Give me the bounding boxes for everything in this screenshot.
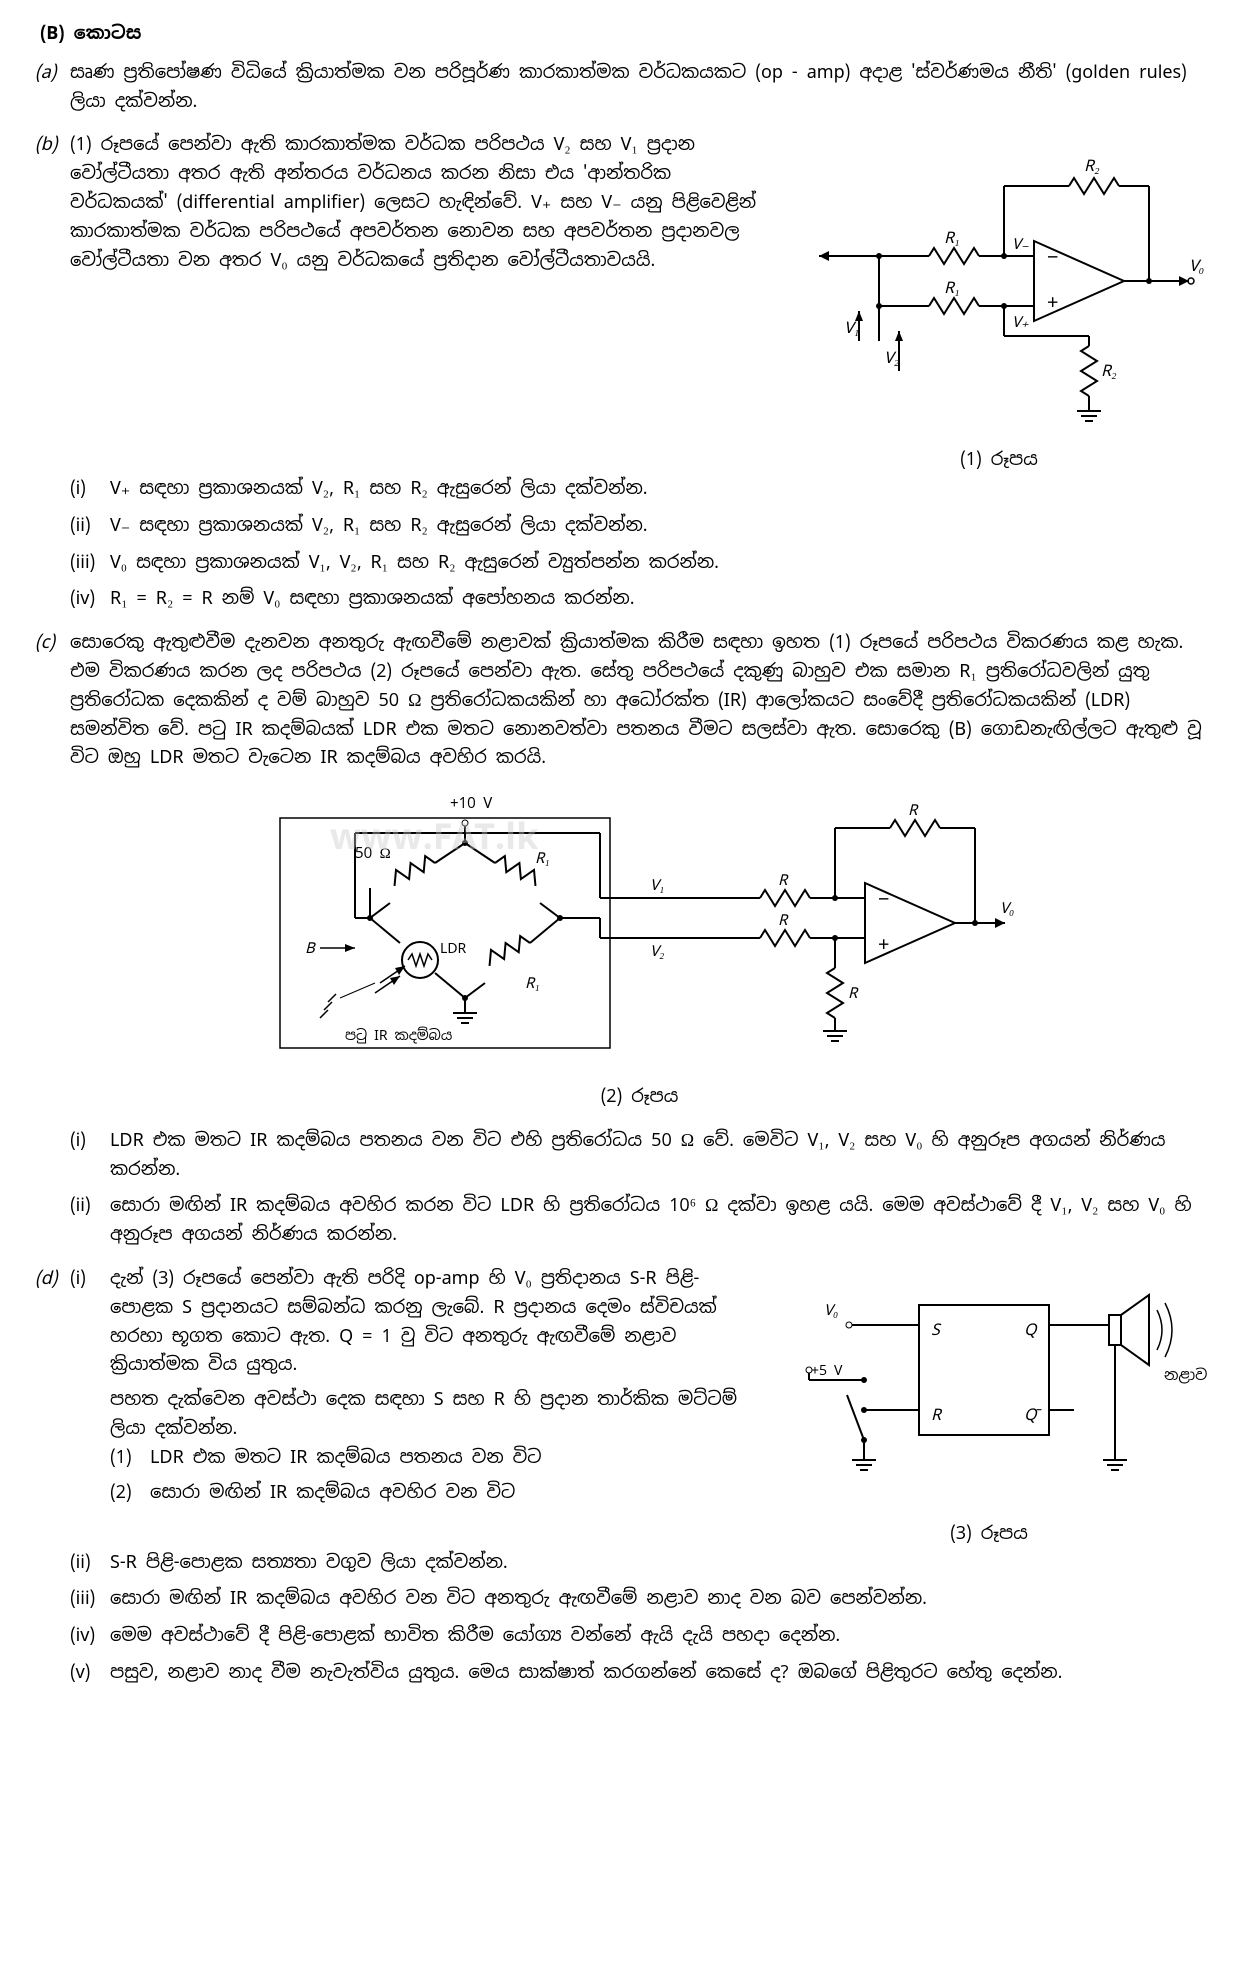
fig1-R2-bot: R₂ [1101,360,1117,381]
c-i-text: LDR එක මතට IR කදම්බය පතනය වන විට එහි ප්‍… [110,1129,1165,1181]
d-i-label: (i) [70,1265,86,1294]
d-i-text2: පහත දැක්වෙන අවස්ථා දෙක සඳහා S සහ R හි ප්… [110,1386,749,1444]
d-i-1: (1) LDR එක මතට IR කදම්බය පතනය වන විට [150,1444,749,1473]
fig1-V2: V₂ [884,347,900,368]
fig2-Rd: R [848,984,859,1003]
figure-2-wrap: www.FAT.lk +10 V 50 Ω R₁ [70,788,1209,1112]
b-i-label: (i) [70,475,86,504]
b-ii-text: V₋ සඳහා ප්‍රකාශනයක් V₂, R₁ සහ R₂ ඇසුරෙන්… [110,514,648,537]
d-iv-label: (iv) [70,1622,95,1651]
c-i: (i) LDR එක මතට IR කදම්බය පතනය වන විට එහි… [110,1127,1209,1185]
fig1-V0: V₀ [1189,255,1204,276]
b-i-text: V₊ සඳහා ප්‍රකාශනයක් V₂, R₁ සහ R₂ ඇසුරෙන්… [110,477,648,500]
part-b: (b) (1) රූපයේ පෙන්වා ඇති කාරකාත්මක වර්ධක… [70,131,1209,614]
svg-text:−: − [878,886,889,912]
b-iii-text: V₀ සඳහා ප්‍රකාශනයක් V₁, V₂, R₁ සහ R₂ ඇසු… [110,551,719,574]
section-header: (B) කොටස [40,20,1209,49]
c-i-label: (i) [70,1127,86,1156]
d-i-2: (2) සොරා මඟින් IR කදම්බය අවහිර වන විට [150,1479,749,1508]
part-b-intro: රූපයේ පෙන්වා ඇති කාරකාත්මක වර්ධක පරිපථය … [70,133,756,271]
b-i: (i) V₊ සඳහා ප්‍රකාශනයක් V₂, R₁ සහ R₂ ඇසු… [110,475,1209,504]
d-v: (v) පසුව, නළාව නාද වීම නැවැත්විය යුතුය. … [110,1659,1209,1688]
b-ii: (ii) V₋ සඳහා ප්‍රකාශනයක් V₂, R₁ සහ R₂ ඇස… [110,512,1209,541]
d-i-1-label: (1) [110,1444,132,1473]
d-i: (i) දැන් (3) රූපයේ පෙන්වා ඇති පරිදි op-a… [110,1265,749,1507]
fig2-Rb: R [778,911,789,930]
fig2-10v: +10 V [450,794,492,813]
figure-3: S R Q Q̄ V₀ +5 V [769,1265,1209,1549]
fig2-R1a: R₁ [535,849,550,868]
part-c-intro: සොරෙකු ඇතුළුවීම දැනවන අනතුරු ඇඟවීමේ නළාව… [70,631,1202,769]
fig2-Rc: R [908,801,919,820]
fig1-Vplus: V₊ [1012,313,1029,332]
fig2-ir: පටු IR කදම්බය [345,1026,452,1045]
fig2-B: B [305,939,316,958]
b-iii: (iii) V₀ සඳහා ප්‍රකාශනයක් V₁, V₂, R₁ සහ … [110,549,1209,578]
fig1-Vminus: V₋ [1012,235,1029,254]
part-d: (d) (i) දැන් (3) රූපයේ පෙන්වා ඇති පරිදි … [70,1265,1209,1688]
fig2-caption: (2) රූපය [70,1083,1209,1112]
d-ii: (ii) S-R පිළි-පොළක සත්‍යතා වගුව ලියා දක්… [110,1549,1209,1578]
d-iv: (iv) මෙම අවස්ථාවේ දී පිළි-පොළක් භාවිත කි… [110,1622,1209,1651]
part-b-label: (b) [35,131,57,160]
figure-2: +10 V 50 Ω R₁ LDR [260,788,1020,1068]
fig2-R1b: R₁ [525,974,540,993]
fig2-LDR: LDR [440,940,467,958]
fig3-S: S [931,1319,942,1340]
fig3-Q: Q [1024,1319,1038,1340]
svg-text:+: + [1047,289,1058,315]
d-i-text: දැන් (3) රූපයේ පෙන්වා ඇති පරිදි op-amp හ… [110,1267,717,1376]
d-v-label: (v) [70,1659,90,1688]
fig3-speaker: නළාව [1164,1366,1207,1385]
b-iii-label: (iii) [70,549,95,578]
fig2-50ohm: 50 Ω [355,844,391,863]
d-i-2-text: සොරා මඟින් IR කදම්බය අවහිර වන විට [150,1481,515,1504]
d-iii: (iii) සොරා මඟින් IR කදම්බය අවහිර වන විට … [110,1585,1209,1614]
fig3-caption: (3) රූපය [769,1520,1209,1549]
fig2-V1: V₁ [650,876,664,895]
c-ii: (ii) සොරා මඟින් IR කදම්බය අවහිර කරන විට … [110,1192,1209,1250]
b-ii-label: (ii) [70,512,91,541]
fig1-R2-top: R₂ [1084,155,1100,176]
fig2-Ra: R [778,871,789,890]
b-iv-text: R₁ = R₂ = R නම් V₀ සඳහා ප්‍රකාශනයක් අපෝහ… [110,587,635,610]
svg-text:−: − [1047,244,1058,270]
fig2-V2: V₂ [650,942,664,961]
d-ii-text: S-R පිළි-පොළක සත්‍යතා වගුව ලියා දක්වන්න. [110,1551,508,1574]
fig2-V0: V₀ [1000,899,1014,918]
d-iii-text: සොරා මඟින් IR කදම්බය අවහිර වන විට අනතුරු… [110,1587,927,1610]
fig1-R1-top: R₁ [944,227,960,248]
fig3-R: R [931,1404,943,1425]
part-c-label: (c) [35,629,55,658]
svg-text:+: + [878,931,889,957]
b-iv: (iv) R₁ = R₂ = R නම් V₀ සඳහා ප්‍රකාශනයක්… [110,585,1209,614]
d-i-1-text: LDR එක මතට IR කදම්බය පතනය වන විට [150,1446,542,1469]
fig3-V0: V₀ [824,1301,838,1320]
c-ii-label: (ii) [70,1192,91,1221]
d-ii-label: (ii) [70,1549,91,1578]
d-v-text: පසුව, නළාව නාද වීම නැවැත්විය යුතුය. මෙය … [110,1661,1062,1684]
part-c: (c) සොරෙකු ඇතුළුවීම දැනවන අනතුරු ඇඟවීමේ … [70,629,1209,1250]
d-iii-label: (iii) [70,1585,95,1614]
fig3-Qbar: Q̄ [1024,1404,1042,1425]
part-d-label: (d) [35,1265,57,1294]
part-a-text: සෘණ ප්‍රතිපෝෂණ විධියේ ක්‍රියාත්මක වන පරි… [70,61,1187,113]
b-iv-label: (iv) [70,585,95,614]
d-i-2-label: (2) [110,1479,132,1508]
fig1-R1-bot: R₁ [944,277,960,298]
part-b-intro-num: (1) [70,133,92,156]
fig1-caption: (1) රූපය [789,446,1209,475]
part-a-label: (a) [35,59,56,88]
figure-1: − + R₁ V₋ R₁ V₊ V₁ [789,131,1209,475]
c-ii-text: සොරා මඟින් IR කදම්බය අවහිර කරන විට LDR හ… [110,1194,1192,1246]
d-iv-text: මෙම අවස්ථාවේ දී පිළි-පොළක් භාවිත කිරීම ය… [110,1624,840,1647]
fig3-5v: +5 V [811,1362,843,1380]
part-a: (a) සෘණ ප්‍රතිපෝෂණ විධියේ ක්‍රියාත්මක වන… [70,59,1209,117]
